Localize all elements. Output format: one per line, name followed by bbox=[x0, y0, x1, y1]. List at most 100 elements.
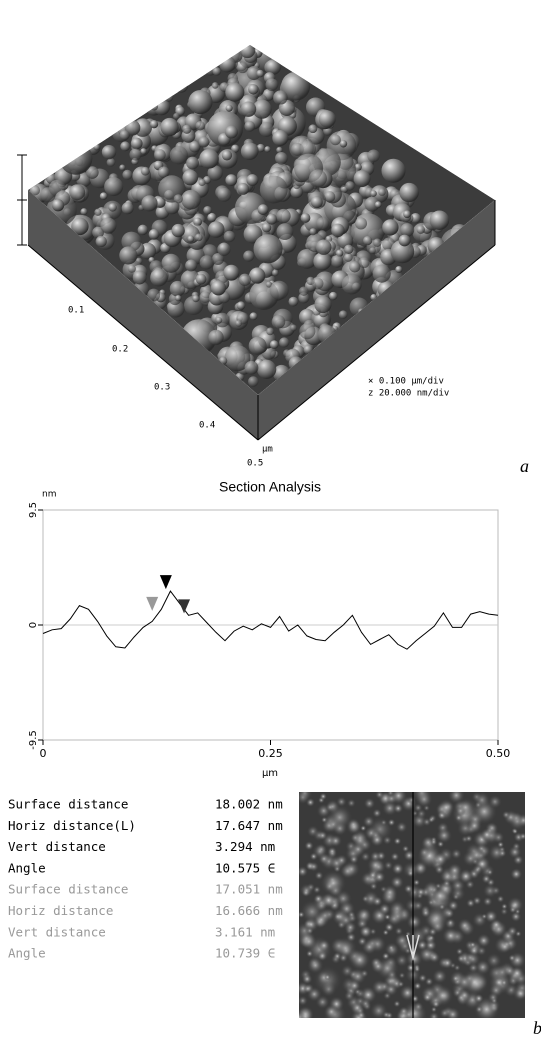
grain bbox=[447, 862, 463, 879]
grain bbox=[372, 808, 382, 818]
grain bbox=[369, 850, 382, 863]
grain bbox=[473, 792, 491, 809]
grain bbox=[364, 196, 380, 212]
grain bbox=[387, 818, 396, 827]
grain bbox=[313, 893, 324, 904]
grain bbox=[316, 950, 329, 962]
grain bbox=[127, 264, 136, 273]
grain bbox=[249, 267, 266, 284]
grain bbox=[140, 166, 150, 176]
grain bbox=[428, 934, 435, 942]
grain bbox=[140, 148, 147, 155]
grain bbox=[248, 336, 267, 355]
grain bbox=[329, 834, 343, 848]
grain bbox=[101, 144, 117, 160]
grain bbox=[211, 82, 219, 89]
grain bbox=[318, 110, 336, 128]
grain bbox=[298, 286, 309, 296]
cursor bbox=[178, 599, 191, 614]
grain bbox=[171, 223, 185, 238]
measure-label: Angle bbox=[8, 946, 46, 961]
measure-label: Surface distance bbox=[8, 797, 128, 812]
grain bbox=[416, 225, 426, 234]
measure-value: 10.575 ∈ bbox=[215, 860, 275, 875]
grain bbox=[308, 169, 327, 188]
grain bbox=[203, 205, 212, 215]
grain bbox=[455, 973, 474, 991]
grain bbox=[147, 288, 161, 302]
grain bbox=[378, 902, 391, 916]
grain bbox=[402, 861, 420, 879]
axis-label: 0.1 bbox=[68, 306, 84, 316]
grain bbox=[455, 992, 467, 1003]
grain bbox=[390, 852, 400, 862]
grain bbox=[362, 815, 375, 828]
grain bbox=[400, 223, 415, 237]
axis-label: 0.3 bbox=[154, 383, 170, 393]
grain bbox=[299, 792, 313, 802]
grain bbox=[338, 310, 348, 319]
grain bbox=[333, 936, 358, 960]
grain bbox=[108, 203, 117, 212]
grain bbox=[195, 121, 205, 131]
grain bbox=[314, 870, 324, 881]
grain bbox=[219, 55, 236, 73]
grain bbox=[106, 158, 116, 167]
grain bbox=[261, 223, 272, 233]
grain bbox=[256, 69, 265, 78]
grain bbox=[500, 907, 509, 916]
grain bbox=[367, 149, 380, 163]
x-tick-label: 0.25 bbox=[258, 747, 283, 760]
y-tick-label: -9.5 bbox=[28, 730, 39, 750]
grain bbox=[304, 840, 314, 851]
grain bbox=[313, 252, 332, 271]
grain bbox=[398, 1006, 409, 1017]
grain bbox=[416, 808, 427, 819]
grain bbox=[279, 337, 290, 348]
grain bbox=[164, 92, 174, 102]
grain bbox=[394, 926, 404, 936]
grain bbox=[235, 319, 243, 327]
grain bbox=[223, 230, 236, 243]
grain bbox=[442, 927, 460, 945]
grain bbox=[299, 883, 314, 898]
grain bbox=[290, 324, 297, 332]
scale-text: × 0.100 µm/div bbox=[368, 377, 444, 387]
grain bbox=[265, 281, 273, 288]
grain bbox=[80, 208, 88, 216]
grain bbox=[324, 974, 331, 981]
grain bbox=[437, 798, 455, 817]
grain bbox=[95, 235, 107, 248]
grain bbox=[310, 196, 323, 209]
grain bbox=[418, 846, 431, 859]
grain bbox=[339, 139, 348, 148]
grain bbox=[141, 195, 158, 212]
grain bbox=[189, 141, 201, 153]
grain bbox=[185, 259, 198, 272]
grain bbox=[370, 190, 377, 197]
grain bbox=[271, 315, 286, 329]
cursor bbox=[146, 596, 159, 611]
grain bbox=[217, 242, 231, 256]
grain bbox=[215, 312, 230, 328]
scale-text: z 20.000 nm/div bbox=[368, 389, 449, 399]
grain bbox=[198, 178, 206, 187]
grain bbox=[153, 149, 166, 161]
grain bbox=[399, 182, 419, 203]
grain bbox=[410, 212, 421, 224]
grain bbox=[432, 851, 448, 867]
grain bbox=[94, 208, 102, 216]
grain bbox=[456, 954, 466, 963]
grain bbox=[312, 885, 322, 894]
grain bbox=[469, 941, 477, 949]
grain bbox=[344, 921, 357, 934]
grain bbox=[167, 300, 185, 318]
grain bbox=[413, 981, 422, 991]
grain bbox=[388, 944, 395, 951]
grain bbox=[316, 239, 332, 255]
grain bbox=[240, 101, 257, 117]
grain bbox=[137, 224, 149, 236]
grain bbox=[240, 142, 259, 161]
grain bbox=[149, 120, 159, 129]
grain bbox=[431, 1000, 441, 1009]
